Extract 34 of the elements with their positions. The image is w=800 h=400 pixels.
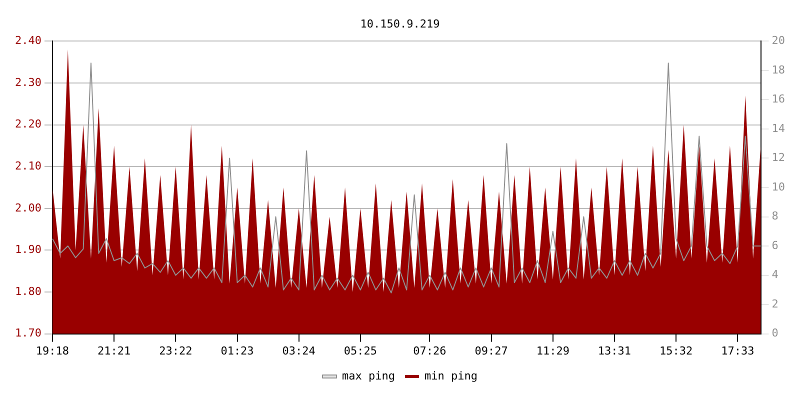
y2-tick-label: 6 [772,238,778,252]
y2-tick-label: 4 [772,268,779,282]
x-tick-label: 07:26 [413,344,446,358]
x-tick-label: 17:33 [721,344,754,358]
y2-tick-label: 20 [772,34,786,48]
y2-tick-label: 8 [772,210,778,223]
legend-label: max ping [342,369,396,382]
x-tick-label: 23:22 [159,344,192,358]
x-tick-label: 05:25 [344,344,377,358]
y2-tick-label: 10 [772,180,786,194]
y-tick-label: 2.40 [14,34,42,48]
y2-tick-label: 16 [772,92,786,106]
chart-title: 10.150.9.219 [360,17,440,30]
x-tick-label: 21:21 [98,344,131,358]
y-tick-label: 2.00 [14,201,42,214]
y2-tick-label: 0 [772,326,778,340]
y-tick-label: 2.30 [14,76,42,89]
y2-tick-label: 12 [772,151,786,164]
legend-label: min ping [424,369,478,382]
x-tick-label: 03:24 [282,344,316,358]
y2-tick-label: 14 [772,122,786,135]
y2-tick-label: 18 [772,63,786,76]
y-tick-label: 1.90 [14,243,42,256]
x-tick-label: 19:18 [36,344,70,358]
x-tick-label: 11:29 [536,344,570,358]
x-tick-label: 15:32 [660,344,693,358]
y-tick-label: 2.20 [14,118,42,131]
x-tick-label: 13:31 [598,344,632,358]
y-tick-label: 1.80 [14,284,42,298]
y2-tick-label: 2 [772,297,778,310]
y-tick-label: 1.70 [14,326,42,340]
x-tick-label: 01:23 [220,344,254,358]
x-tick-label: 09:27 [474,344,508,358]
y-tick-label: 2.10 [14,159,42,172]
